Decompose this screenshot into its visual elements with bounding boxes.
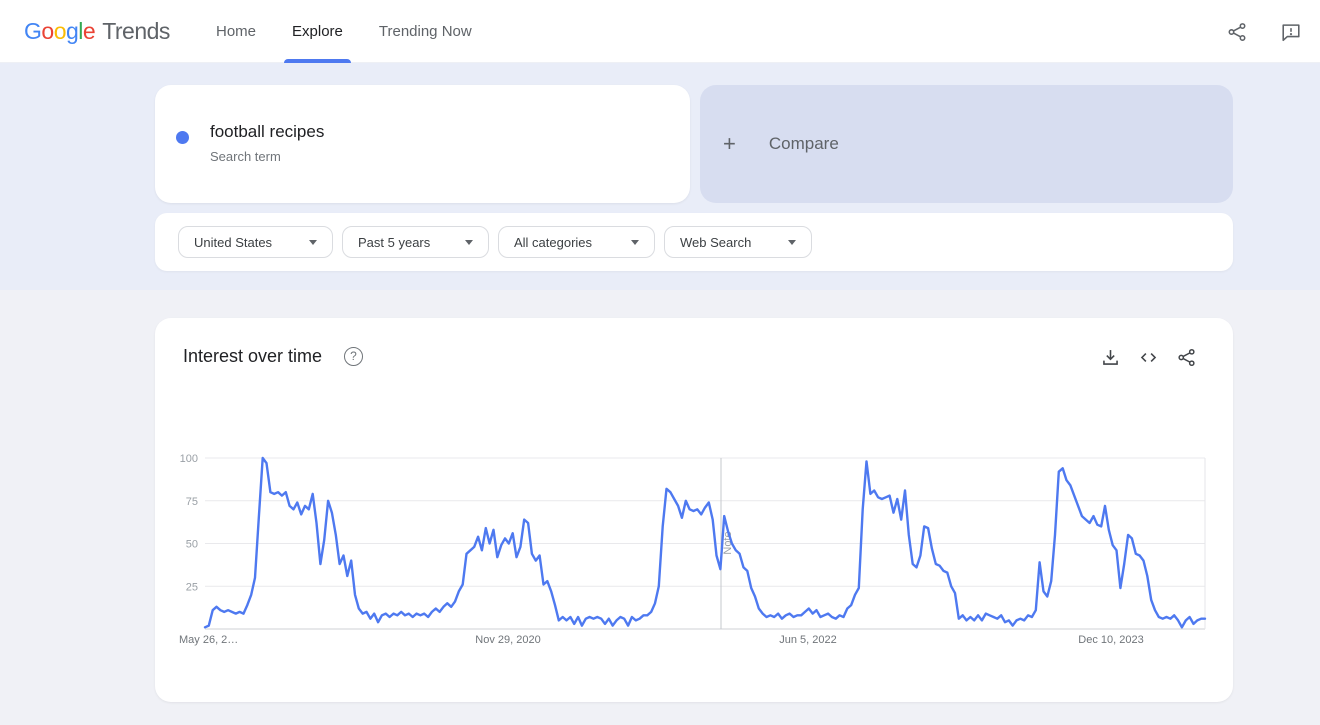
share-icon[interactable] bbox=[1226, 21, 1248, 43]
share-chart-icon[interactable] bbox=[1176, 347, 1197, 368]
results-section: Interest over time ? 100 75 50 25 May 26, 2…… bbox=[0, 290, 1320, 725]
compare-label: Compare bbox=[768, 134, 839, 153]
main-nav: Home Explore Trending Now bbox=[198, 0, 490, 63]
region-filter-dropdown[interactable]: United States bbox=[178, 226, 333, 258]
chart-toolbar bbox=[1100, 347, 1197, 368]
trends-logo-text: Trends bbox=[102, 18, 170, 44]
embed-code-icon[interactable] bbox=[1138, 347, 1159, 368]
chart-title: Interest over time bbox=[183, 346, 323, 366]
google-logo-text: Google bbox=[24, 18, 96, 44]
feedback-icon[interactable] bbox=[1280, 21, 1302, 43]
x-tick-label: Nov 29, 2020 bbox=[475, 634, 540, 646]
x-tick-label: Jun 5, 2022 bbox=[779, 634, 837, 646]
x-tick-label: Dec 10, 2023 bbox=[1078, 634, 1143, 646]
y-tick-label: 100 bbox=[180, 453, 198, 465]
time-range-filter-dropdown[interactable]: Past 5 years bbox=[342, 226, 489, 258]
interest-over-time-chart[interactable]: 100 75 50 25 May 26, 2… Nov 29, 2020 Jun 5, 20… bbox=[173, 450, 1213, 655]
filter-bar: United States Past 5 years All categorie… bbox=[155, 213, 1233, 271]
chevron-down-icon bbox=[465, 239, 473, 245]
app-header: Google Trends Home Explore Trending Now bbox=[0, 0, 1320, 63]
plus-icon: + bbox=[723, 131, 736, 156]
interest-over-time-card: Interest over time ? 100 75 50 25 May 26, 2…… bbox=[155, 318, 1233, 702]
add-comparison-button[interactable]: + Compare bbox=[700, 85, 1233, 203]
nav-tab-trending-now[interactable]: Trending Now bbox=[378, 23, 472, 40]
google-trends-logo[interactable]: Google Trends bbox=[24, 0, 170, 63]
chevron-down-icon bbox=[788, 239, 796, 245]
y-tick-label: 50 bbox=[186, 539, 198, 551]
y-tick-label: 75 bbox=[186, 496, 198, 508]
search-term-text: football recipes bbox=[210, 122, 325, 141]
help-icon[interactable]: ? bbox=[344, 347, 363, 366]
search-type-filter-value: Web Search bbox=[680, 234, 752, 250]
category-filter-dropdown[interactable]: All categories bbox=[498, 226, 655, 258]
series-color-dot bbox=[176, 131, 189, 144]
search-term-card[interactable]: football recipes Search term bbox=[155, 85, 690, 203]
trend-line bbox=[203, 456, 1207, 629]
nav-tab-home[interactable]: Home bbox=[216, 23, 257, 40]
explore-controls-section: football recipes Search term + Compare U… bbox=[0, 63, 1320, 290]
time-range-filter-value: Past 5 years bbox=[358, 234, 431, 250]
chevron-down-icon bbox=[631, 239, 639, 245]
region-filter-value: United States bbox=[194, 234, 273, 250]
category-filter-value: All categories bbox=[514, 234, 593, 250]
nav-tab-explore[interactable]: Explore bbox=[274, 0, 361, 63]
chevron-down-icon bbox=[309, 239, 317, 245]
download-icon[interactable] bbox=[1100, 347, 1121, 368]
search-term-type-label: Search term bbox=[210, 149, 281, 164]
x-tick-label: May 26, 2… bbox=[179, 634, 238, 646]
header-actions bbox=[1226, 0, 1302, 63]
y-tick-label: 25 bbox=[186, 581, 198, 593]
search-type-filter-dropdown[interactable]: Web Search bbox=[664, 226, 812, 258]
